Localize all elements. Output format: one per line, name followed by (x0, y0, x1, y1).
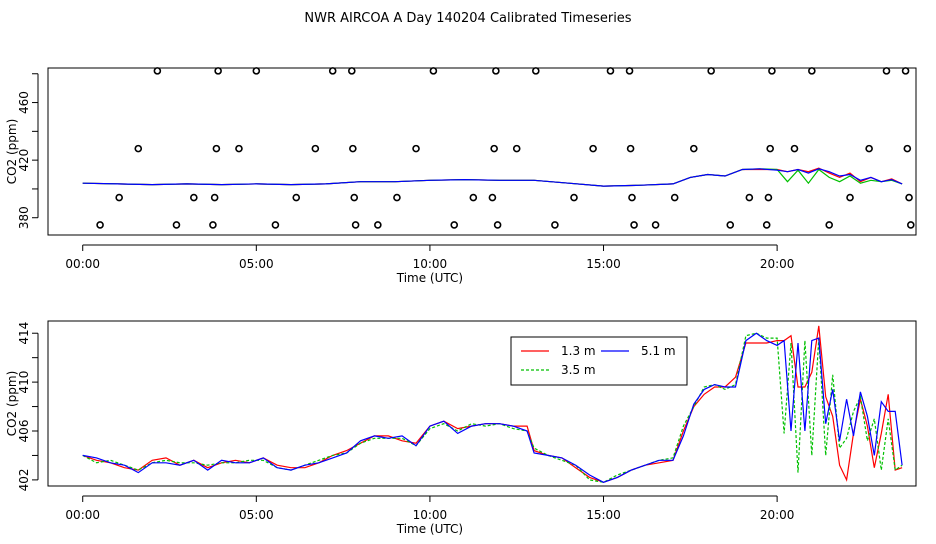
data-point (628, 193, 636, 202)
series-line-3-5-m (82, 332, 903, 483)
x-tick-label: 05:00 (239, 508, 274, 522)
data-point (766, 144, 774, 153)
plot-frame (47, 320, 917, 487)
data-point (626, 144, 635, 153)
data-point (589, 144, 597, 153)
data-point (570, 193, 578, 202)
x-tick-label: 15:00 (586, 257, 621, 271)
legend-label: 3.5 m (561, 363, 596, 377)
x-tick-label: 00:00 (65, 508, 100, 522)
data-point (311, 144, 320, 153)
y-tick-label: 420 (17, 149, 31, 172)
legend-label: 1.3 m (561, 344, 596, 358)
data-point (347, 67, 356, 75)
data-point (469, 193, 478, 202)
data-point (625, 67, 634, 75)
data-point (252, 67, 261, 75)
data-point (764, 193, 773, 202)
series-line-1-3-m (82, 325, 903, 483)
series-line-5-1-m (82, 332, 903, 483)
y-axis-label: CO2 (ppm) (5, 371, 19, 437)
data-point (670, 193, 679, 202)
data-point (790, 144, 799, 153)
data-point (190, 193, 198, 202)
plot-frame (47, 67, 917, 236)
legend-box (510, 336, 688, 386)
x-tick-label: 20:00 (760, 508, 795, 522)
x-axis-label: Time (UTC) (396, 522, 463, 536)
data-point (606, 67, 615, 75)
chart-title: NWR AIRCOA A Day 140204 Calibrated Times… (304, 11, 631, 26)
data-point (172, 221, 181, 229)
x-tick-label: 10:00 (413, 508, 448, 522)
data-point (134, 144, 143, 153)
data-point (651, 221, 660, 229)
y-tick-label: 406 (17, 420, 31, 443)
y-tick-label: 380 (17, 206, 31, 229)
series-line-5-1-m (82, 168, 903, 187)
series-line-3-5-m (82, 168, 903, 187)
data-point (96, 221, 104, 229)
y-tick-label: 410 (17, 371, 31, 394)
data-point (374, 221, 382, 229)
data-point (825, 221, 834, 229)
data-point (906, 221, 915, 229)
data-point (492, 67, 500, 75)
data-point (412, 144, 420, 153)
data-point (865, 144, 873, 153)
bottom-panel: 00:00 05:00 10:00 15:00 20:00 Time (UTC) 402 40… (5, 320, 917, 536)
data-point (235, 144, 243, 153)
x-axis-label: Time (UTC) (396, 271, 463, 285)
legend-label: 5.1 m (641, 344, 676, 358)
data-point (903, 144, 912, 153)
data-point (393, 193, 401, 202)
top-panel: 00:00 05:00 10:00 15:00 20:00 Time (UTC) 380 42… (5, 67, 917, 285)
data-point (689, 144, 698, 153)
y-tick-label: 414 (17, 322, 31, 345)
data-point (512, 144, 521, 153)
data-point (551, 221, 559, 229)
data-point (488, 193, 497, 202)
data-point (271, 221, 280, 229)
data-point (115, 193, 123, 202)
x-tick-label: 00:00 (65, 257, 100, 271)
data-point (349, 144, 357, 153)
y-axis-label: CO2 (ppm) (5, 119, 19, 185)
x-tick-label: 15:00 (586, 508, 621, 522)
data-point (351, 221, 360, 229)
data-point (901, 67, 910, 75)
data-point (707, 67, 715, 75)
data-point (209, 221, 217, 229)
data-point (350, 193, 359, 202)
data-point (214, 67, 222, 75)
data-point (726, 221, 735, 229)
data-point (846, 193, 854, 202)
y-tick-label: 402 (17, 468, 31, 491)
data-point (882, 67, 891, 75)
x-tick-label: 20:00 (760, 257, 795, 271)
data-point (493, 221, 502, 229)
y-tick-label: 460 (17, 91, 31, 114)
data-point (153, 67, 162, 75)
x-tick-label: 10:00 (413, 257, 448, 271)
data-point (328, 67, 337, 75)
data-point (808, 67, 816, 75)
data-point (212, 144, 221, 153)
data-point (292, 193, 301, 202)
data-point (429, 67, 438, 75)
data-point (490, 144, 498, 153)
data-point (210, 193, 219, 202)
data-point (762, 221, 771, 229)
data-point (450, 221, 459, 229)
x-tick-label: 05:00 (239, 257, 274, 271)
data-point (532, 67, 540, 75)
data-point (745, 193, 754, 202)
data-point (768, 67, 776, 75)
data-point (905, 193, 913, 202)
data-point (630, 221, 638, 229)
